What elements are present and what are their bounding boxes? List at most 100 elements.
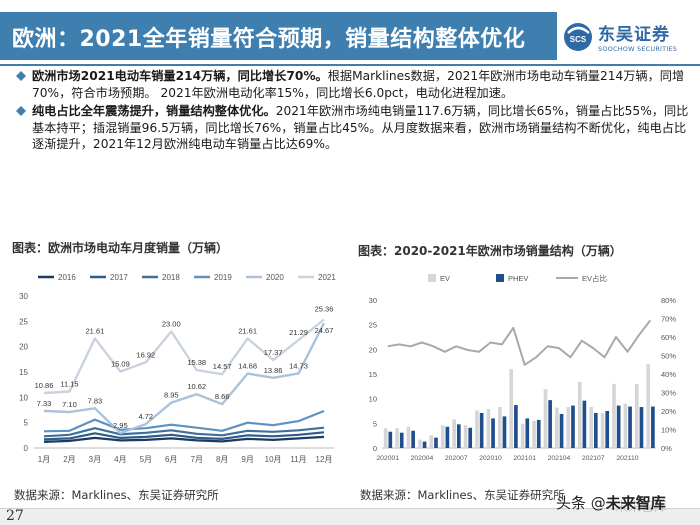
left-y-tick-label: 5 xyxy=(373,419,377,428)
legend-label-phev: PHEV xyxy=(508,274,528,283)
legend-label: 2019 xyxy=(214,273,232,282)
bar-ev xyxy=(589,407,593,448)
bar-ev xyxy=(566,407,571,448)
bar-ev xyxy=(383,428,388,448)
bar-phev xyxy=(651,406,655,448)
legend-label-ev: EV xyxy=(440,274,450,283)
bullet-heading: 欧洲市场2021电动车销量214万辆，同比增长70%。 xyxy=(32,69,328,83)
x-tick-label: 1月 xyxy=(38,455,50,464)
brand-mark-text: SCS xyxy=(570,35,587,44)
y-tick-label: 15 xyxy=(19,368,28,377)
right-y-tick-label: 50% xyxy=(661,352,676,361)
right-y-tick-label: 0% xyxy=(661,444,672,453)
bar-phev xyxy=(399,432,404,448)
watermark-prefix: 头条 @ xyxy=(556,494,606,512)
right-y-tick-label: 70% xyxy=(661,315,676,324)
left-y-tick-label: 20 xyxy=(369,345,377,354)
x-tick-label: 2月 xyxy=(63,455,75,464)
x-tick-label: 202007 xyxy=(445,455,468,462)
y-tick-label: 0 xyxy=(24,444,29,453)
bullet-heading: 纯电占比全年震荡提升，销量结构整体优化。 xyxy=(32,104,276,118)
series-line-2019 xyxy=(43,409,325,433)
data-label-2021: 17.37 xyxy=(264,348,283,357)
diamond-bullet-icon xyxy=(16,106,26,116)
x-tick-label: 9月 xyxy=(241,455,253,464)
bar-phev xyxy=(456,424,461,448)
watermark: 头条 @ 未来智库 xyxy=(556,492,666,513)
bar-ev xyxy=(429,435,434,448)
bullet-item: 纯电占比全年震荡提升，销量结构整体优化。2021年欧洲市场纯电销量117.6万辆… xyxy=(14,103,690,153)
brand-mark-icon: SCS xyxy=(564,23,592,51)
bar-phev xyxy=(445,426,450,448)
x-tick-label: 202004 xyxy=(411,455,434,462)
bar-ev xyxy=(634,383,639,448)
bullet-text: 2021年欧洲市场纯电销量117.6万辆，同比增长65%，销量占比55%，同比基… xyxy=(32,104,689,151)
y-tick-label: 10 xyxy=(19,393,28,402)
bar-phev xyxy=(491,418,495,448)
x-tick-label: 4月 xyxy=(114,455,126,464)
data-label-2021: 25.36 xyxy=(315,305,334,314)
bar-phev xyxy=(548,400,552,448)
series-line-2018 xyxy=(43,426,325,438)
x-tick-label: 6月 xyxy=(165,455,177,464)
data-label-2021: 15.09 xyxy=(111,360,130,369)
data-label-2020: 14.73 xyxy=(289,361,308,370)
bar-phev xyxy=(605,411,610,448)
series-line-2020 xyxy=(43,322,326,435)
left-chart-source: 数据来源：Marklines、东吴证券研究所 xyxy=(14,488,219,502)
bar-phev xyxy=(571,405,575,448)
legend-label: 2016 xyxy=(58,273,76,282)
bar-ev xyxy=(623,403,628,448)
legend-label: 2018 xyxy=(162,273,180,282)
bar-ev xyxy=(452,419,456,448)
series-line-ev-share xyxy=(387,319,652,366)
bar-ev xyxy=(543,389,548,448)
x-tick-label: 202110 xyxy=(616,455,638,462)
title-rule xyxy=(0,64,700,66)
data-label-2020: 7.83 xyxy=(88,396,103,405)
legend-label: 2017 xyxy=(110,273,128,282)
left-chart-title: 图表：欧洲市场电动车月度销量（万辆） xyxy=(12,241,229,255)
series-line-2016 xyxy=(43,435,325,443)
left-y-tick-label: 10 xyxy=(369,395,377,404)
x-tick-label: 202101 xyxy=(513,455,536,462)
right-y-tick-label: 60% xyxy=(661,333,676,342)
left-y-tick-label: 25 xyxy=(369,321,377,330)
bar-ev xyxy=(612,383,616,448)
data-label-2021: 21.61 xyxy=(238,327,257,336)
brand-logo: SCS 东吴证券 SOOCHOW SECURITIES xyxy=(562,18,694,58)
data-label-2021: 14.57 xyxy=(213,362,232,371)
bar-ev xyxy=(577,381,582,448)
monthly-sales-line-chart: 0 5 10 15 20 25 30 1月 2月 3月 4月 5月 6月 7月 8月 9月 10月 11月 12月 2… xyxy=(19,273,336,464)
title-bar: 欧洲：2021全年销量符合预期，销量结构整体优化 xyxy=(0,12,557,60)
x-tick-label: 3月 xyxy=(89,455,101,464)
bar-phev xyxy=(559,413,564,448)
bar-ev xyxy=(646,364,651,448)
bar-ev xyxy=(475,410,479,448)
bar-phev xyxy=(411,430,415,448)
page-number: 27 xyxy=(6,508,24,524)
bar-phev xyxy=(582,400,587,448)
bar-phev xyxy=(468,427,473,448)
bar-ev xyxy=(520,423,525,448)
y-tick-label: 25 xyxy=(19,317,28,326)
x-tick-label: 202010 xyxy=(479,455,502,462)
data-label-2020: 2.95 xyxy=(113,421,128,430)
x-tick-label: 10月 xyxy=(265,455,282,464)
x-tick-label: 202001 xyxy=(376,455,399,462)
bar-ev xyxy=(600,412,605,448)
bar-phev xyxy=(628,406,632,448)
bar-phev xyxy=(616,405,621,448)
bar-phev xyxy=(502,416,507,448)
y-tick-label: 20 xyxy=(19,343,28,352)
bar-ev xyxy=(486,409,491,448)
legend-swatch-ev xyxy=(428,274,436,282)
data-label-2020: 13.86 xyxy=(264,366,283,375)
bar-phev xyxy=(593,412,598,448)
diamond-bullet-icon xyxy=(16,71,26,81)
right-y-tick-label: 20% xyxy=(661,407,676,416)
bar-phev xyxy=(388,431,393,448)
bar-ev xyxy=(532,420,536,448)
footer-bar xyxy=(0,508,700,525)
bar-ev xyxy=(555,407,559,448)
